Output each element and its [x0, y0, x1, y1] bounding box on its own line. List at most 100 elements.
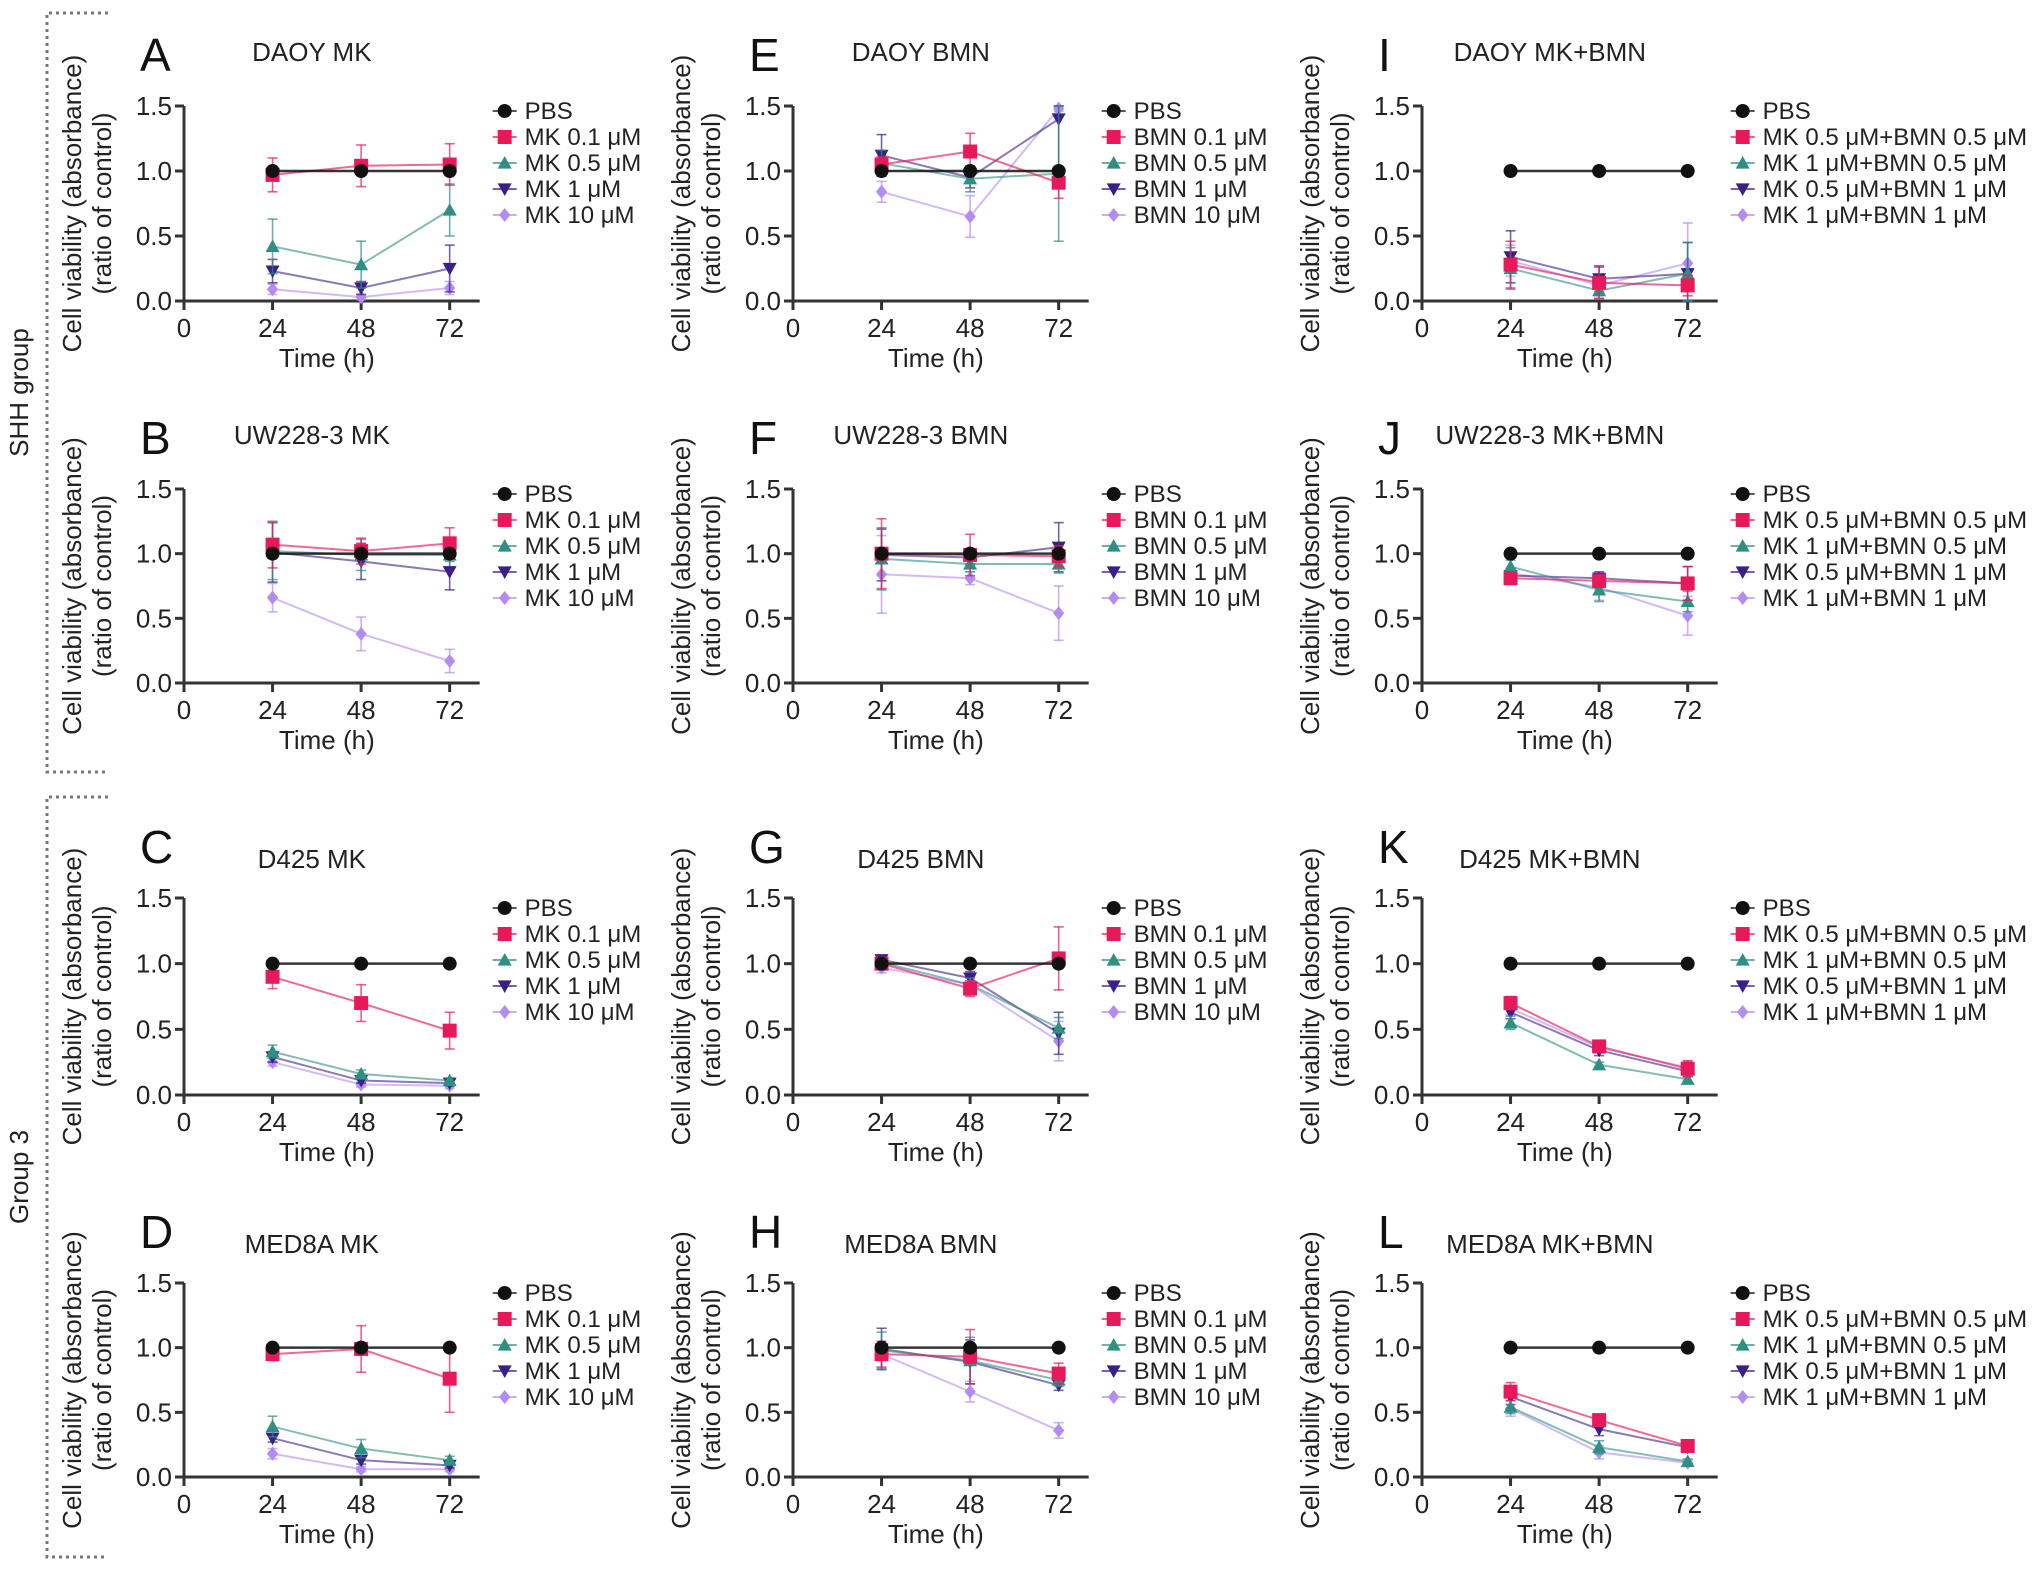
y-tick-label: 0.5 [136, 221, 172, 251]
x-tick-label: 0 [786, 1489, 800, 1519]
y-axis-label: Cell viability (absorbance) (ratio of con… [1295, 848, 1355, 1146]
y-axis-label: Cell viability (absorbance) (ratio of con… [57, 55, 117, 353]
legend-label: MK 0.5 μM [525, 1332, 642, 1359]
legend-marker [499, 1005, 511, 1019]
y-axis-label: Cell viability (absorbance) (ratio of con… [666, 1231, 726, 1529]
legend-item: PBS [1101, 98, 1182, 125]
x-tick-label: 0 [786, 695, 800, 725]
data-point [442, 203, 457, 216]
y-axis-label-line: (ratio of control) [1325, 905, 1355, 1087]
panel-letter: F [749, 412, 777, 464]
data-point [1680, 1061, 1695, 1076]
y-tick-label: 0.5 [745, 1397, 781, 1427]
y-tick-label: 0.0 [136, 1080, 172, 1110]
legend-item: BMN 10 μM [1101, 1384, 1261, 1411]
y-tick-label: 1.5 [745, 474, 781, 504]
panel-letter: I [1378, 29, 1391, 81]
data-point [355, 290, 367, 305]
legend-marker [1735, 1286, 1750, 1300]
legend-label: MK 0.5 μM+BMN 1 μM [1763, 559, 2007, 586]
data-point [874, 546, 889, 561]
data-point [875, 184, 888, 199]
legend-item: BMN 1 μM [1101, 1358, 1248, 1385]
y-axis-label-line: Cell viability (absorbance) [57, 437, 87, 735]
panel-c: C D425 MK Cell viability (absorbance) (rati… [57, 821, 641, 1167]
x-tick-label: 48 [347, 1107, 376, 1137]
data-point [1503, 164, 1518, 178]
legend-marker [1735, 156, 1750, 169]
panel-title: MED8A MK [245, 1229, 380, 1259]
data-point [265, 956, 280, 971]
legend-label: BMN 10 μM [1134, 1384, 1261, 1411]
data-point [354, 956, 369, 971]
x-axis-label: Time (h) [1517, 1519, 1613, 1549]
data-point [354, 996, 369, 1011]
legend-label: PBS [1763, 481, 1811, 508]
series [1503, 1340, 1695, 1355]
legend-marker [1108, 208, 1120, 222]
data-point [1051, 164, 1066, 178]
y-tick-label: 0.0 [745, 1080, 781, 1110]
legend-label: PBS [525, 1280, 573, 1307]
legend-label: MK 0.5 μM+BMN 0.5 μM [1763, 507, 2027, 534]
y-axis-label-line: (ratio of control) [87, 1289, 117, 1471]
y-tick-label: 0.5 [136, 1397, 172, 1427]
legend-marker [1106, 1365, 1121, 1378]
legend-item: BMN 0.5 μM [1101, 150, 1268, 177]
legend-marker [497, 566, 512, 579]
data-point [1592, 956, 1607, 971]
data-point [1051, 1340, 1066, 1355]
legend-item: MK 1 μM+BMN 0.5 μM [1730, 533, 2007, 560]
legend-item: MK 0.1 μM [492, 124, 641, 151]
y-axis-label-line: Cell viability (absorbance) [666, 1231, 696, 1529]
legend-label: MK 1 μM+BMN 1 μM [1763, 1384, 1987, 1411]
legend-marker [1106, 901, 1121, 915]
legend-marker [1735, 566, 1750, 579]
legend-marker [499, 591, 511, 605]
data-point [1680, 266, 1695, 280]
y-tick-label: 0.5 [745, 1014, 781, 1044]
data-point [442, 956, 457, 971]
x-tick-label: 72 [435, 695, 464, 725]
x-tick-label: 0 [786, 1107, 800, 1137]
x-tick-label: 72 [435, 313, 464, 343]
series [265, 1044, 457, 1087]
data-point [355, 626, 367, 641]
legend-label: PBS [525, 481, 573, 508]
x-axis-label: Time (h) [1517, 725, 1613, 755]
legend-marker [497, 183, 512, 196]
legend-item: PBS [492, 1280, 573, 1307]
x-tick-label: 72 [435, 1107, 464, 1137]
legend-item: MK 1 μM+BMN 1 μM [1730, 999, 1987, 1026]
data-point [266, 282, 279, 297]
legend-marker [1735, 1312, 1750, 1326]
data-point [963, 956, 978, 971]
x-tick-label: 48 [956, 695, 985, 725]
panel-a: A DAOY MK Cell viability (absorbance) (rati… [57, 29, 641, 373]
legend-label: MK 1 μM+BMN 0.5 μM [1763, 1332, 2007, 1359]
legend-label: BMN 0.5 μM [1134, 533, 1268, 560]
data-point [442, 164, 457, 178]
data-point [444, 654, 456, 669]
legend-marker [1106, 953, 1121, 966]
y-tick-label: 1.0 [136, 539, 172, 569]
x-axis-label: Time (h) [279, 1519, 375, 1549]
legend-label: BMN 1 μM [1134, 176, 1248, 203]
data-point [1503, 956, 1518, 971]
data-point [266, 590, 279, 605]
data-point [1680, 164, 1695, 178]
y-axis-label-line: Cell viability (absorbance) [1295, 437, 1325, 735]
x-tick-label: 48 [1585, 1107, 1614, 1137]
panel-letter: J [1378, 412, 1401, 464]
legend-label: MK 10 μM [525, 202, 635, 229]
x-tick-label: 24 [867, 695, 896, 725]
legend-item: MK 0.5 μM [492, 1332, 642, 1359]
data-point [1503, 257, 1518, 272]
data-point [1592, 1413, 1607, 1428]
legend-label: BMN 0.1 μM [1134, 124, 1268, 151]
legend-label: MK 0.5 μM+BMN 1 μM [1763, 1358, 2007, 1385]
y-tick-label: 1.0 [745, 949, 781, 979]
y-axis-label-line: (ratio of control) [696, 1289, 726, 1471]
